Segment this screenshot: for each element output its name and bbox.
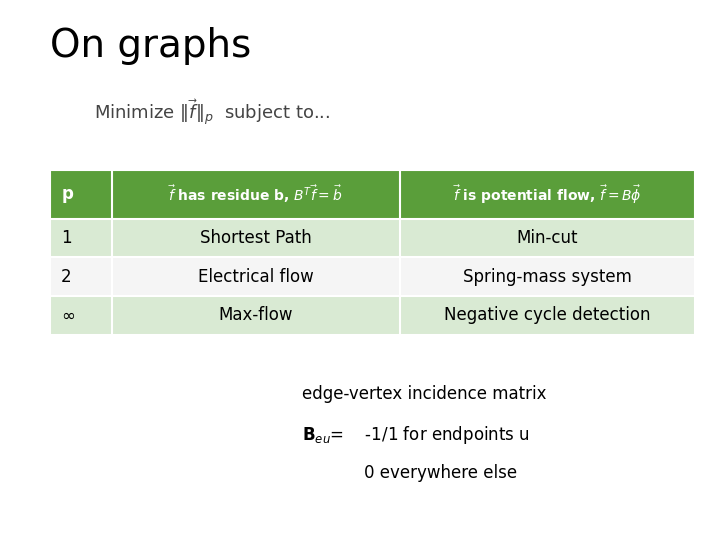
Text: Spring-mass system: Spring-mass system [463, 268, 631, 286]
Text: $\mathbf{B}_{eu}$=    -1/1 for endpoints u: $\mathbf{B}_{eu}$= -1/1 for endpoints u [302, 424, 530, 446]
Bar [50, 296, 695, 335]
Text: Min-cut: Min-cut [516, 229, 578, 247]
Bar [50, 219, 695, 258]
Text: Max-flow: Max-flow [218, 306, 293, 325]
Bar [50, 170, 695, 219]
Text: $\vec{f}$ is potential flow, $\vec{f} = B\vec{\phi}$: $\vec{f}$ is potential flow, $\vec{f} = … [453, 183, 642, 206]
Text: edge-vertex incidence matrix: edge-vertex incidence matrix [302, 385, 547, 403]
Text: Negative cycle detection: Negative cycle detection [444, 306, 650, 325]
Text: ∞: ∞ [61, 306, 75, 325]
Text: 0 everywhere else: 0 everywhere else [364, 463, 517, 482]
Text: $\vec{f}$ has residue b, $B^T\vec{f} = \vec{b}$: $\vec{f}$ has residue b, $B^T\vec{f} = \… [168, 184, 343, 205]
Text: 2: 2 [61, 268, 72, 286]
Text: Minimize $\|\vec{f}\|_p$  subject to...: Minimize $\|\vec{f}\|_p$ subject to... [94, 98, 330, 129]
Bar [50, 258, 695, 296]
Text: Electrical flow: Electrical flow [198, 268, 313, 286]
Text: On graphs: On graphs [50, 27, 252, 65]
Text: 1: 1 [61, 229, 72, 247]
Text: p: p [61, 185, 73, 204]
Text: Shortest Path: Shortest Path [199, 229, 312, 247]
